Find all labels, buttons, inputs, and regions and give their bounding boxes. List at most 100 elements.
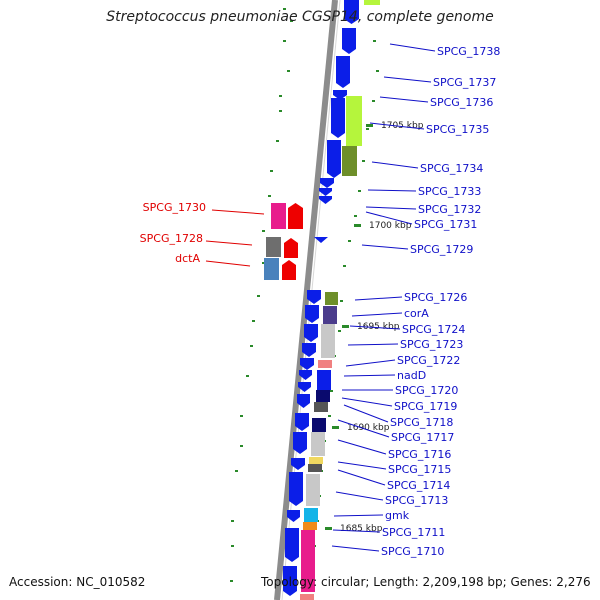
gene-arrow [320,178,334,188]
gene-arrow [285,528,299,562]
gene-label: SPCG_1714 [387,479,450,492]
scale-dot [262,262,265,264]
gene-label: dctA [175,252,200,265]
gene-label: SPCG_1717 [391,431,454,444]
leader-line [331,545,380,552]
gene-grey [321,324,335,358]
leader-line [347,343,399,346]
gene-steelblue [264,258,279,280]
gene-grey [311,432,325,456]
gene-arrow [342,28,356,54]
gene-reverse-arrow [284,238,298,258]
kbp-tick [342,325,349,328]
gene-label: nadD [397,369,426,382]
gene-label: SPCG_1724 [402,323,465,336]
leader-line [389,43,436,52]
gene-navy [316,390,330,402]
gene-olive [342,146,357,176]
scale-dot [235,470,238,472]
gene-grey [306,474,320,506]
scale-dot [279,95,282,97]
kbp-label: 1690 kbp [347,423,390,433]
leader-line [337,469,386,486]
gene-label: SPCG_1718 [390,416,453,429]
gene-darkgrey [308,464,322,472]
genome-backbone [274,0,338,600]
scale-dot [252,320,255,322]
gene-label: SPCG_1723 [400,338,463,351]
gene-yellow [309,457,323,464]
leader-line [337,439,387,455]
scale-dot [231,520,234,522]
scale-dot [330,390,333,392]
scale-dot [231,545,234,547]
scale-dot [283,8,286,10]
leader-line [332,529,381,533]
kbp-tick [332,426,339,429]
kbp-label: 1705 kbp [381,121,424,131]
gene-arrow [344,0,359,24]
gene-label: SPCG_1738 [437,45,500,58]
kbp-label: 1700 kbp [369,221,412,231]
scale-dot [262,230,265,232]
scale-dot [328,415,331,417]
gene-label: SPCG_1710 [381,545,444,558]
gene-label: SPCG_1713 [385,494,448,507]
gene-label: SPCG_1737 [433,76,496,89]
scale-dot [246,375,249,377]
gene-arrow [289,472,303,506]
gene-lime [346,96,362,146]
leader-line [345,359,396,367]
gene-label: SPCG_1715 [388,463,451,476]
kbp-tick [366,124,373,127]
scale-dot [240,415,243,417]
gene-label: SPCG_1726 [404,291,467,304]
leader-line [354,296,403,301]
leader-line [211,209,265,215]
scale-dot [340,300,343,302]
leader-line [337,419,390,438]
gene-label: SPCG_1711 [382,526,445,539]
gene-arrow [293,432,307,454]
gene-label: SPCG_1732 [418,203,481,216]
gene-cyan [304,508,318,522]
gene-label: gmk [385,509,410,522]
gene-label: SPCG_1731 [414,218,477,231]
kbp-tick [354,224,361,227]
gene-grey [266,237,281,257]
gene-blue [317,370,331,390]
scale-dot [283,40,286,42]
scale-dot [348,240,351,242]
gene-arrow [283,566,297,596]
gene-label: SPCG_1730 [143,201,206,214]
scale-dot [290,20,293,22]
gene-arrow [291,458,305,470]
gene-arrow [305,305,319,323]
gene-label: SPCG_1716 [388,448,451,461]
gene-arrow [307,290,321,304]
leader-line [349,325,401,330]
label-leader-lines [205,43,436,552]
gene-arrow [319,196,332,204]
gene-label: SPCG_1722 [397,354,460,367]
gene-label: corA [404,307,429,320]
gene-arrow [287,510,300,522]
gene-label: SPCG_1719 [394,400,457,413]
scale-dot [373,40,376,42]
leader-line [343,404,389,423]
gene-arrow [336,56,350,88]
leader-line [365,206,417,210]
scale-dot [354,215,357,217]
leader-line [343,374,396,377]
gene-arrow [304,324,318,342]
leader-line [371,161,419,169]
leader-line [365,211,413,225]
gene-arrow [300,358,314,370]
leader-line [383,76,432,83]
gene-arrow [327,140,341,178]
scale-dot [287,70,290,72]
leader-line [335,491,384,501]
leader-line [205,240,253,246]
gene-arrow [297,394,310,408]
